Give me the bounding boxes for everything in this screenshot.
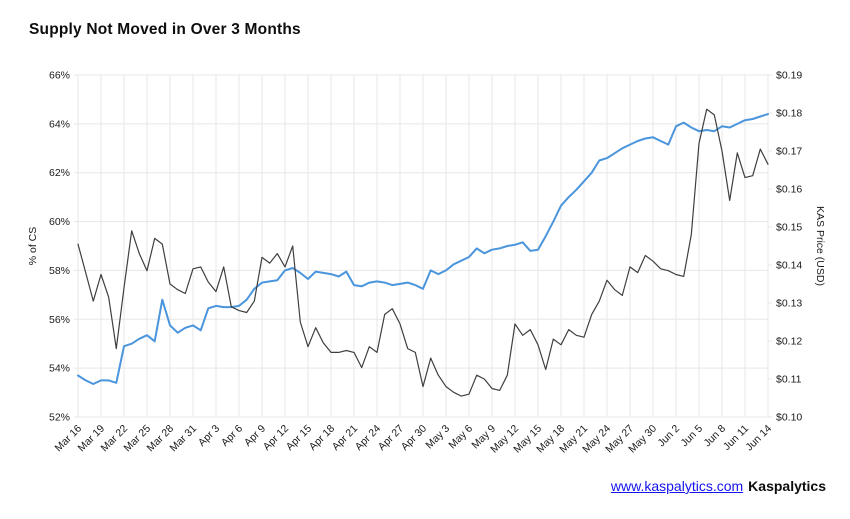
grid-lines [74, 74, 772, 418]
footer: www.kaspalytics.com Kaspalytics [611, 478, 826, 494]
x-tick-label: Apr 3 [196, 423, 222, 449]
x-tick-label: Jun 5 [678, 423, 705, 450]
chart-title: Supply Not Moved in Over 3 Months [29, 21, 301, 38]
right-tick-label: $0.15 [776, 222, 802, 234]
axis-titles: % of CS KAS Price (USD) [27, 206, 826, 286]
left-tick-label: 62% [49, 167, 70, 179]
x-tick-label: May 6 [446, 423, 475, 452]
left-tick-label: 54% [49, 363, 70, 375]
left-tick-label: 58% [49, 265, 70, 277]
left-tick-label: 66% [49, 70, 70, 82]
kaspalytics-link[interactable]: www.kaspalytics.com [610, 478, 744, 494]
right-axis-title: KAS Price (USD) [814, 206, 826, 286]
right-tick-label: $0.14 [776, 260, 802, 272]
left-axis-tick-labels: 52% 54% 56% 58% 60% 62% 64% 66% [49, 70, 70, 424]
left-tick-label: 52% [49, 412, 70, 424]
right-tick-label: $0.16 [776, 184, 802, 196]
x-tick-label: Apr 30 [399, 423, 429, 453]
right-axis-tick-labels: $0.10 $0.11 $0.12 $0.13 $0.14 $0.15 $0.16 $0.17… [776, 70, 802, 424]
right-tick-label: $0.18 [776, 108, 802, 120]
series-lines [77, 108, 769, 397]
x-tick-label: Jun 2 [655, 423, 682, 450]
x-tick-label: Jun 14 [743, 423, 774, 454]
left-tick-label: 64% [49, 118, 70, 130]
left-tick-label: 60% [49, 216, 70, 228]
right-tick-label: $0.13 [776, 298, 802, 310]
price-line [77, 108, 769, 397]
right-tick-label: $0.12 [776, 336, 802, 348]
x-tick-label: May 3 [423, 423, 452, 452]
right-tick-label: $0.17 [776, 146, 802, 158]
right-tick-label: $0.10 [776, 412, 802, 424]
supply-line [77, 113, 769, 385]
left-tick-label: 56% [49, 314, 70, 326]
left-axis-title: % of CS [27, 227, 39, 266]
x-tick-label: Apr 6 [219, 423, 245, 449]
right-tick-label: $0.19 [776, 70, 802, 82]
right-tick-label: $0.11 [776, 374, 802, 386]
brand-name: Kaspalytics [748, 478, 826, 494]
